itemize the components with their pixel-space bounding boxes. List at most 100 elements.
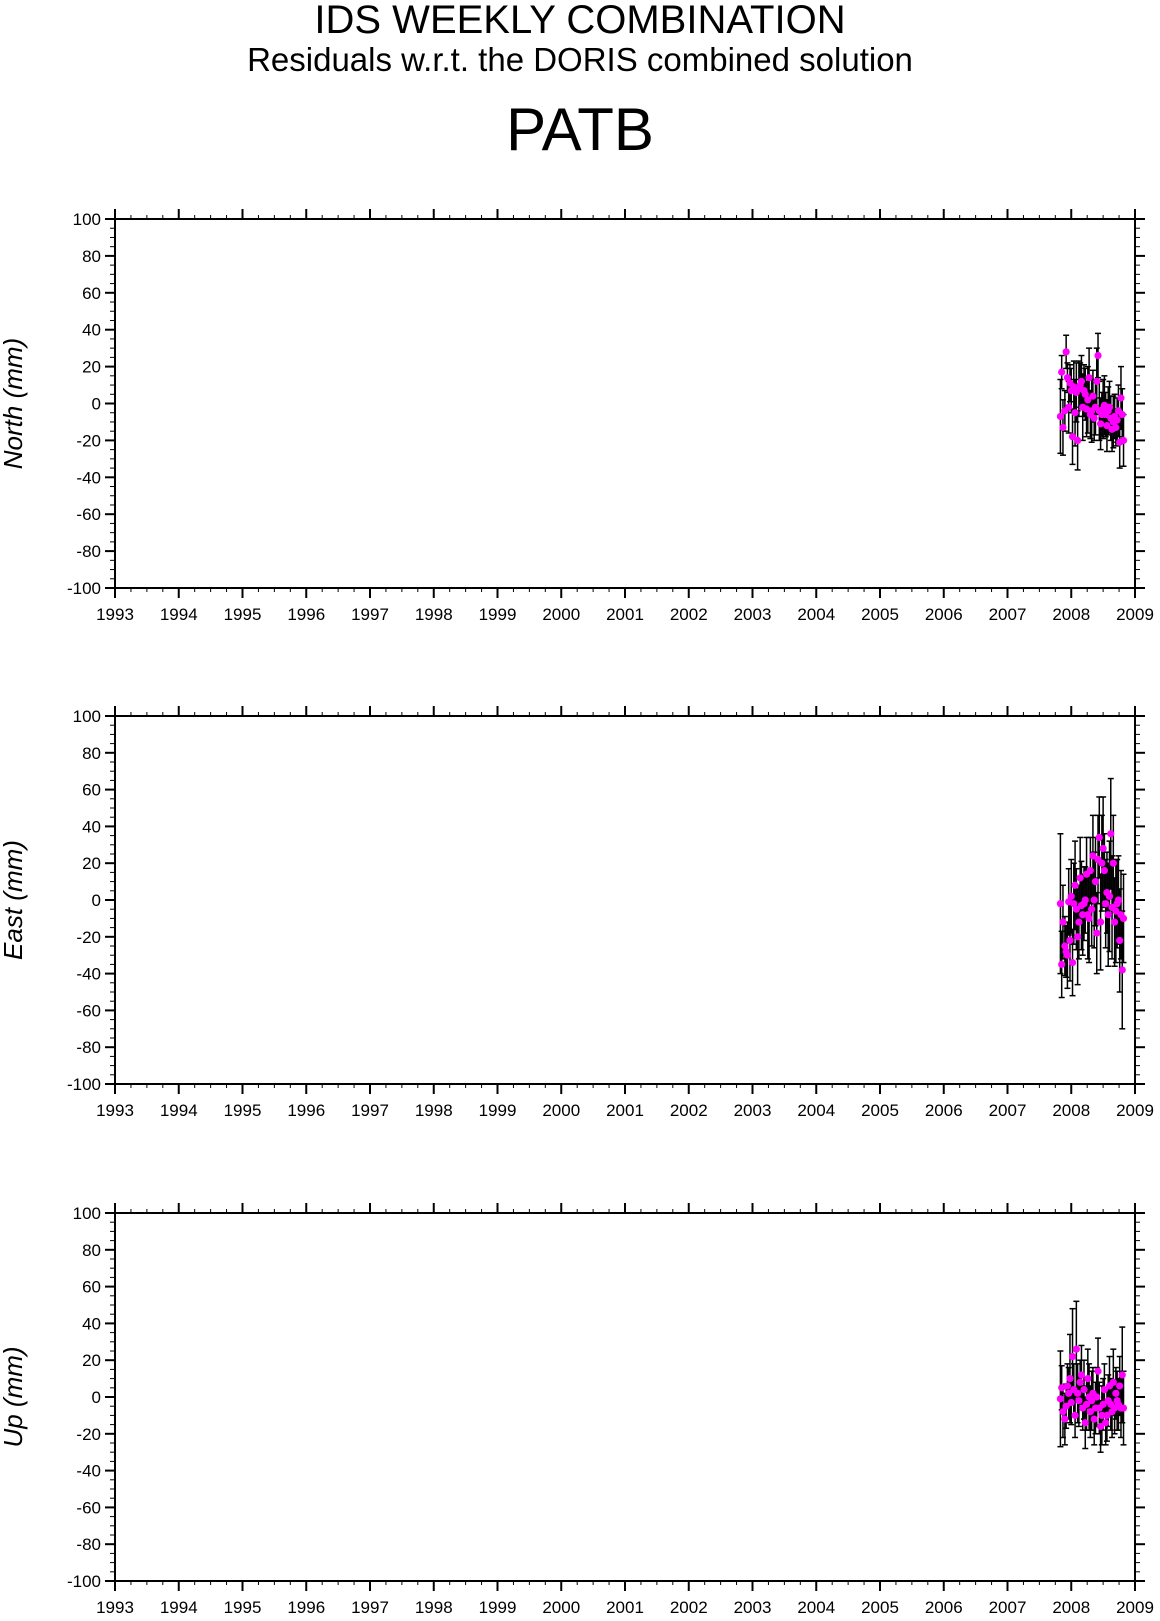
data-point (1114, 896, 1123, 904)
y-tick-label: -80 (76, 1038, 101, 1057)
x-tick-label: 1997 (351, 1598, 389, 1617)
x-tick-label: 1996 (287, 605, 325, 624)
x-tick-label: 2009 (1116, 1101, 1154, 1120)
data-point (1105, 403, 1114, 411)
data-point (1061, 1415, 1069, 1423)
data-point (1086, 1408, 1094, 1416)
data-point (1094, 351, 1102, 360)
y-tick-label: -20 (76, 431, 101, 450)
data-point (1075, 1397, 1083, 1405)
data-point (1059, 1408, 1067, 1416)
data-point (1109, 859, 1117, 867)
x-tick-label: 2007 (989, 1101, 1027, 1120)
x-tick-label: 2004 (797, 605, 835, 624)
x-tick-label: 1999 (479, 1598, 517, 1617)
data-point (1056, 1395, 1065, 1403)
plot-frame (114, 1212, 1136, 1582)
data-point (1116, 936, 1124, 945)
data-point (1099, 1400, 1107, 1408)
x-tick-label: 2007 (989, 605, 1027, 624)
y-tick-label: -80 (76, 1535, 101, 1554)
x-tick-label: 1997 (351, 1101, 389, 1120)
x-tick-label: 2005 (861, 1598, 899, 1617)
data-point (1098, 859, 1106, 867)
data-point (1105, 892, 1114, 900)
y-tick-label: -40 (76, 965, 101, 984)
x-tick-label: 2007 (989, 1598, 1027, 1617)
y-tick-label: 100 (73, 707, 101, 726)
y-tick-label: 80 (82, 744, 101, 763)
y-tick-label: 40 (82, 817, 101, 836)
data-point (1076, 1378, 1084, 1386)
data-point (1109, 1378, 1117, 1386)
data-point (1085, 374, 1093, 382)
x-tick-label: 2000 (542, 1101, 580, 1120)
x-tick-label: 1997 (351, 605, 389, 624)
plot-panel: 1993 1994 1995 1996 1997 1998 1999 2000 2001 2002… (0, 209, 1154, 624)
data-point (1093, 1393, 1101, 1401)
data-point (1065, 403, 1073, 411)
data-point (1102, 1419, 1110, 1427)
data-point (1074, 436, 1082, 444)
x-tick-label: 2009 (1116, 605, 1154, 624)
data-point (1100, 1386, 1108, 1394)
data-point (1077, 377, 1086, 385)
plot-frame (114, 715, 1136, 1085)
station-name: PATB (506, 96, 654, 163)
x-tick-label: 1993 (96, 1598, 134, 1617)
data-point (1112, 1389, 1120, 1397)
data-point (1080, 1386, 1088, 1394)
data-point (1056, 412, 1065, 421)
data-point (1098, 1411, 1106, 1419)
data-point (1058, 1384, 1066, 1392)
data-point (1118, 1371, 1126, 1379)
data-point (1116, 1382, 1124, 1390)
data-point (1095, 833, 1103, 842)
data-point (1074, 933, 1082, 941)
x-tick-label: 1999 (479, 1101, 517, 1120)
data-point (1117, 394, 1125, 402)
y-tick-label: -20 (76, 928, 101, 947)
y-tick-label: 20 (82, 358, 101, 377)
y-tick-label: -60 (76, 1498, 101, 1517)
data-point (1072, 1345, 1080, 1353)
x-tick-label: 2002 (670, 1101, 708, 1120)
data-point (1102, 900, 1110, 908)
data-point (1067, 892, 1075, 900)
x-tick-label: 1999 (479, 605, 517, 624)
y-tick-label: 100 (73, 1204, 101, 1223)
y-axis-label: East (mm) (0, 840, 28, 960)
x-tick-label: 1994 (160, 605, 198, 624)
y-tick-label: 60 (82, 781, 101, 800)
y-tick-label: -20 (76, 1425, 101, 1444)
y-tick-label: -60 (76, 505, 101, 524)
data-point (1072, 905, 1080, 913)
x-tick-label: 1993 (96, 1101, 134, 1120)
y-axis-label: Up (mm) (0, 1346, 28, 1447)
y-tick-label: 0 (92, 1388, 101, 1407)
data-point (1118, 966, 1126, 974)
data-point (1063, 1382, 1072, 1390)
x-tick-label: 2005 (861, 605, 899, 624)
x-tick-label: 2008 (1052, 605, 1090, 624)
data-point (1070, 900, 1078, 908)
x-tick-label: 1998 (415, 605, 453, 624)
data-point (1084, 396, 1092, 404)
x-tick-label: 1998 (415, 1101, 453, 1120)
y-tick-label: 60 (82, 284, 101, 303)
x-tick-label: 1995 (224, 605, 262, 624)
data-point (1075, 918, 1083, 926)
x-tick-label: 1996 (287, 1101, 325, 1120)
data-point (1059, 423, 1067, 432)
x-tick-label: 2008 (1052, 1598, 1090, 1617)
data-point (1063, 951, 1072, 959)
x-tick-label: 2006 (925, 605, 963, 624)
data-point (1058, 368, 1066, 376)
x-tick-label: 2001 (606, 605, 644, 624)
chart-subtitle: Residuals w.r.t. the DORIS combined solu… (247, 41, 913, 78)
data-point (1089, 852, 1097, 860)
x-tick-label: 2003 (734, 1598, 772, 1617)
data-point (1081, 1419, 1089, 1427)
data-point (1082, 1400, 1091, 1408)
data-point (1103, 422, 1111, 430)
